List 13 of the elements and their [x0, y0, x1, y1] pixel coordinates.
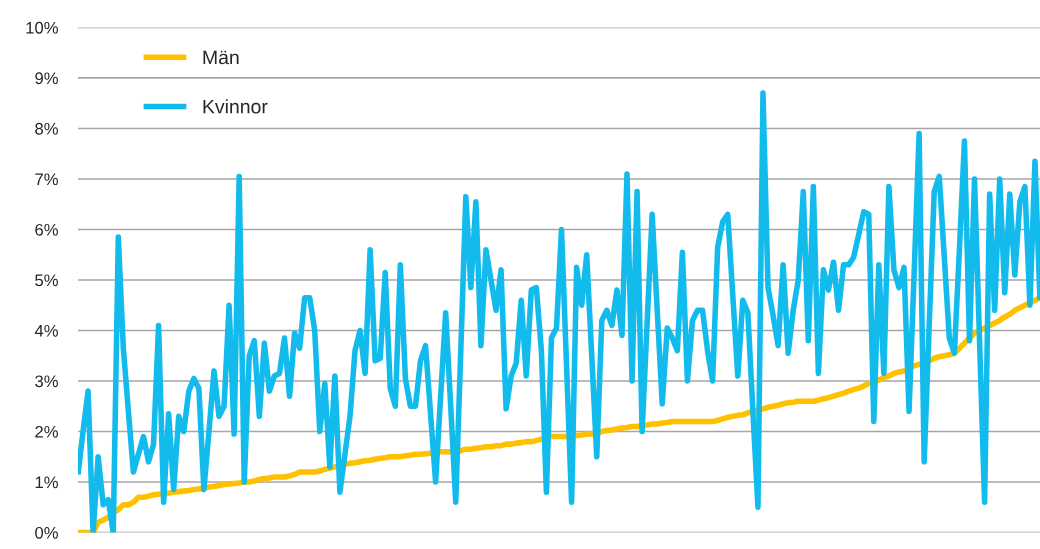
- y-tick-label: 2%: [35, 425, 58, 438]
- y-tick-label: 3%: [35, 375, 58, 388]
- legend-label: Män: [203, 50, 239, 65]
- y-tick-label: 7%: [35, 173, 58, 186]
- y-tick-label: 1%: [35, 476, 58, 489]
- y-tick-label: 8%: [35, 122, 58, 135]
- y-tick-label: 6%: [35, 223, 58, 236]
- legend-label: Kvinnor: [203, 99, 268, 114]
- y-tick-label: 5%: [35, 274, 58, 287]
- y-tick-label: 4%: [34, 324, 58, 337]
- y-tick-label: 10%: [26, 21, 58, 34]
- y-tick-label: 0%: [35, 526, 58, 539]
- y-tick-label: 9%: [35, 72, 58, 85]
